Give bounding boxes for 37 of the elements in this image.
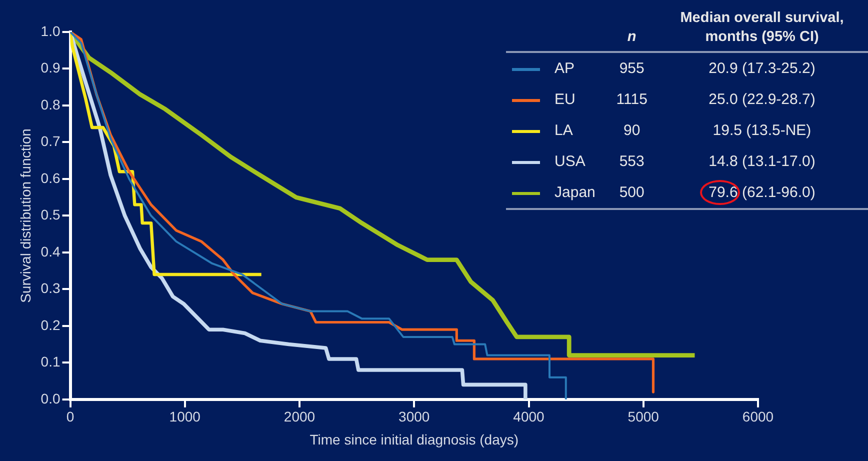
annotation: n — [626, 28, 638, 47]
x-tick-label: 4000 — [513, 408, 545, 425]
y-tick-label: 0.0 — [40, 390, 60, 406]
annotation: Median overall survival, months (95% CI) — [679, 9, 845, 47]
annotation: 79.6 (62.1-96.0) — [656, 177, 868, 209]
annotation: 25.0 (22.9-28.7) — [708, 90, 816, 110]
legend-label: Japan — [548, 177, 608, 209]
x-tick-label: 3000 — [398, 408, 430, 425]
y-tick-label: 0.4 — [40, 243, 60, 260]
x-tick-label: 0 — [66, 408, 74, 425]
x-tick-label: 5000 — [628, 408, 660, 425]
legend-label: AP — [554, 59, 576, 79]
annotation: 90 — [622, 121, 642, 141]
legend-label: USA — [554, 152, 586, 172]
legend-label: LA — [554, 121, 574, 141]
y-tick-label: 0.3 — [40, 280, 60, 296]
y-tick-label: 0.7 — [40, 133, 60, 150]
y-tick-label: 0.8 — [40, 96, 60, 112]
x-axis-title: Time since initial diagnosis (days) — [310, 431, 519, 448]
y-tick-label: 0.9 — [40, 60, 60, 76]
annotation: 500 — [608, 177, 656, 209]
annotation: 19.5 (13.5-NE) — [712, 121, 812, 141]
y-axis-title: Survival distribution function — [17, 128, 34, 303]
x-tick-label: 1000 — [169, 408, 201, 425]
annotation: 955 — [618, 59, 646, 79]
x-tick-label: 2000 — [284, 408, 316, 425]
annotation: 20.9 (17.3-25.2) — [708, 59, 816, 79]
y-tick-label: 0.5 — [40, 206, 60, 223]
annotation: 553 — [618, 152, 646, 172]
y-tick-label: 0.6 — [40, 170, 60, 186]
legend-label: EU — [554, 90, 576, 110]
x-tick-label: 6000 — [742, 408, 774, 425]
y-tick-label: 0.1 — [40, 354, 60, 370]
annotation: 14.8 (13.1-17.0) — [708, 152, 816, 172]
y-tick-label: 1.0 — [40, 22, 60, 39]
y-tick-label: 0.2 — [40, 316, 60, 333]
annotation: 1115 — [615, 90, 648, 110]
